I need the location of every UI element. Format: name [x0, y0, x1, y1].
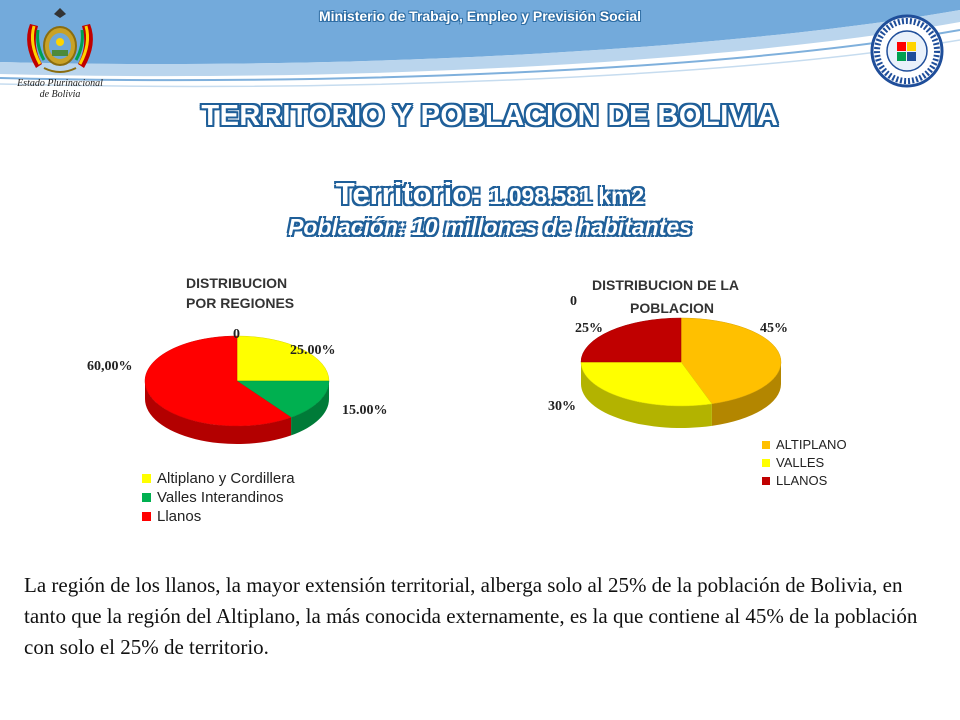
- legend-label-0: Altiplano y Cordillera: [157, 470, 295, 487]
- chart-title-line-1: DISTRIBUCION DE LA: [592, 277, 739, 293]
- legend-label-1: Valles Interandinos: [157, 489, 283, 506]
- legend-swatch-1: [142, 493, 151, 502]
- data-label-0: 45%: [760, 321, 788, 336]
- ministry-name: Ministerio de Trabajo, Empleo y Previsió…: [318, 8, 642, 24]
- pie-slices: [580, 317, 782, 428]
- pie-side-1: [581, 362, 712, 428]
- regions-pie-chart: DISTRIBUCION POR REGIONES 0 25.00% 15.00% 6…: [87, 275, 388, 525]
- pie-side-1: [291, 381, 329, 436]
- chart-title-line-1: DISTRIBUCION: [186, 275, 287, 291]
- pie-data-labels: 0 25% 45% 30%: [548, 294, 788, 414]
- legend-label-1: VALLES: [776, 455, 825, 470]
- pie-slice-1: [580, 361, 713, 407]
- data-label-0: 25.00%: [290, 343, 336, 358]
- state-line-1: Estado Plurinacional: [17, 78, 103, 89]
- territory-label: Territorio:: [335, 176, 482, 211]
- data-label-2: 60,00%: [87, 359, 133, 374]
- legend-label-2: Llanos: [157, 508, 201, 525]
- data-label-1: 15.00%: [342, 403, 388, 418]
- data-label-2: 25%: [575, 321, 603, 336]
- chart-legend: ALTIPLANO VALLES LLANOS: [762, 437, 847, 488]
- ministry-seal-icon: [870, 14, 944, 88]
- body-paragraph: La región de los llanos, la mayor extens…: [24, 573, 918, 659]
- pie-slice-2: [580, 317, 682, 363]
- pie-side-2: [145, 381, 292, 444]
- chart-title-line-2: POBLACION: [630, 300, 714, 316]
- data-label-1: 30%: [548, 399, 576, 414]
- legend-label-2: LLANOS: [776, 473, 828, 488]
- territory-value: 1.098.581 km2: [489, 183, 645, 209]
- legend-swatch-2: [762, 477, 770, 485]
- territory-line: Territorio: 1.098.581 km2: [140, 176, 840, 212]
- coat-of-arms-icon: [27, 8, 93, 73]
- legend-swatch-0: [142, 474, 151, 483]
- data-label-zero: 0: [233, 327, 240, 342]
- data-label-zero: 0: [570, 294, 577, 309]
- population-line: Población: 10 millones de habitantes: [288, 214, 692, 240]
- page-title: TERRITORIO Y POBLACION DE BOLIVIA: [201, 100, 779, 132]
- chart-legend: Altiplano y Cordillera Valles Interandino…: [142, 470, 295, 525]
- header-swoosh: [0, 0, 960, 88]
- chart-title-line-2: POR REGIONES: [186, 295, 294, 311]
- legend-label-0: ALTIPLANO: [776, 437, 847, 452]
- legend-swatch-1: [762, 459, 770, 467]
- state-caption: Estado Plurinacional de Bolivia: [0, 78, 120, 100]
- pie-slice-1: [236, 380, 330, 418]
- pie-slice-0: [680, 317, 782, 405]
- pie-slices: [144, 335, 330, 444]
- legend-swatch-2: [142, 512, 151, 521]
- population-pie-chart: DISTRIBUCION DE LA POBLACION 025% 45%30% …: [548, 277, 847, 488]
- pie-slice-2: [144, 335, 292, 427]
- pie-side-0: [711, 362, 781, 426]
- pie-data-labels: 0 25.00% 15.00% 60,00%: [87, 327, 388, 418]
- state-line-2: de Bolivia: [39, 89, 81, 100]
- pie-slice-0: [236, 335, 330, 382]
- legend-swatch-0: [762, 441, 770, 449]
